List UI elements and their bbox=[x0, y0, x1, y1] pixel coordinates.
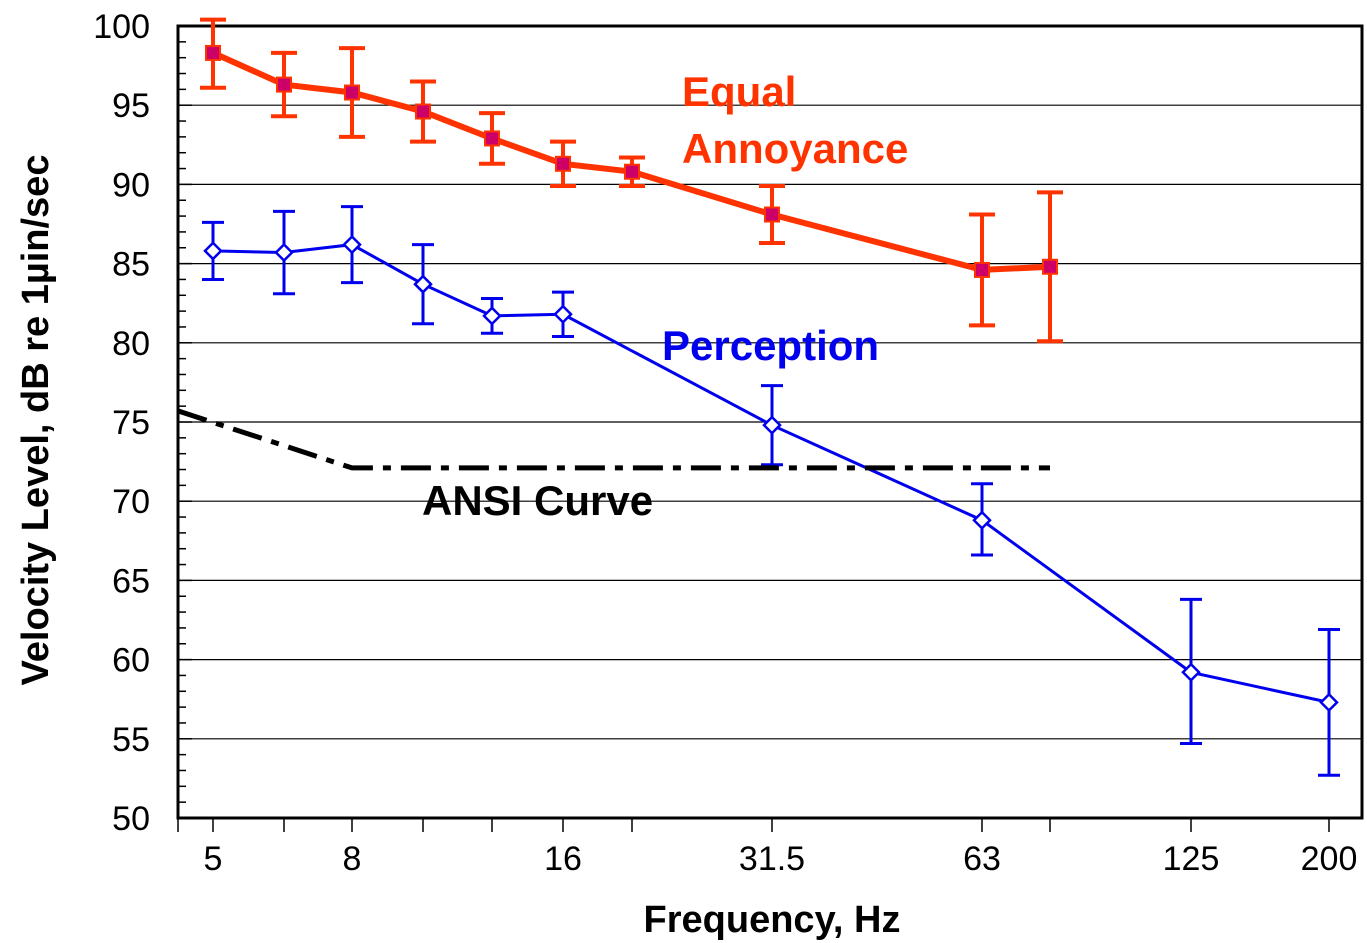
x-tick-label: 200 bbox=[1301, 840, 1358, 878]
data-point bbox=[203, 241, 223, 261]
series-line-2 bbox=[177, 408, 1050, 471]
data-point bbox=[624, 163, 640, 180]
equal-label-line2: Annoyance bbox=[682, 125, 908, 172]
x-tick-label: 16 bbox=[544, 840, 582, 878]
series-line-0 bbox=[211, 50, 1051, 273]
y-tick-label: 80 bbox=[112, 325, 150, 363]
x-tick-label: 8 bbox=[343, 840, 362, 878]
data-point bbox=[342, 234, 362, 255]
data-point bbox=[484, 130, 500, 147]
y-tick-label: 50 bbox=[112, 800, 150, 838]
data-point bbox=[482, 306, 502, 326]
x-axis-title: Frequency, Hz bbox=[644, 899, 901, 941]
data-point bbox=[974, 261, 990, 278]
x-tick-label: 63 bbox=[963, 840, 1001, 878]
data-point bbox=[762, 415, 782, 435]
data-point bbox=[764, 206, 780, 223]
data-point bbox=[972, 510, 992, 530]
perception-label: Perception bbox=[662, 322, 879, 369]
y-tick-label: 95 bbox=[112, 87, 150, 125]
y-tick-label: 70 bbox=[112, 483, 150, 521]
y-tick-label: 60 bbox=[112, 642, 150, 680]
equal-label-line1: Equal bbox=[682, 68, 796, 115]
x-tick-label: 5 bbox=[204, 840, 223, 878]
y-tick-label: 100 bbox=[93, 8, 150, 46]
x-tick-label: 31.5 bbox=[739, 840, 805, 878]
series bbox=[177, 17, 1340, 777]
y-tick-label: 65 bbox=[112, 562, 150, 600]
data-point bbox=[555, 155, 571, 172]
y-tick-label: 75 bbox=[112, 404, 150, 442]
y-tick-label: 85 bbox=[112, 246, 150, 284]
data-point bbox=[415, 103, 431, 120]
series-line-1 bbox=[212, 243, 1330, 704]
data-point bbox=[413, 274, 433, 294]
data-point bbox=[276, 76, 292, 93]
data-point bbox=[274, 242, 294, 263]
x-tick-label: 125 bbox=[1163, 840, 1220, 878]
ansi-label: ANSI Curve bbox=[422, 477, 653, 524]
data-point bbox=[1181, 662, 1201, 683]
data-point bbox=[553, 304, 573, 325]
data-point bbox=[1042, 258, 1058, 275]
labels: Frequency, Hz Velocity Level, dB re 1µin… bbox=[15, 68, 908, 941]
data-point bbox=[205, 44, 221, 61]
data-point bbox=[344, 84, 360, 101]
y-tick-label: 55 bbox=[112, 721, 150, 759]
plot-frame bbox=[176, 24, 1364, 820]
y-tick-label: 90 bbox=[112, 166, 150, 204]
y-axis-title: Velocity Level, dB re 1µin/sec bbox=[15, 155, 57, 686]
data-point bbox=[1319, 692, 1339, 713]
